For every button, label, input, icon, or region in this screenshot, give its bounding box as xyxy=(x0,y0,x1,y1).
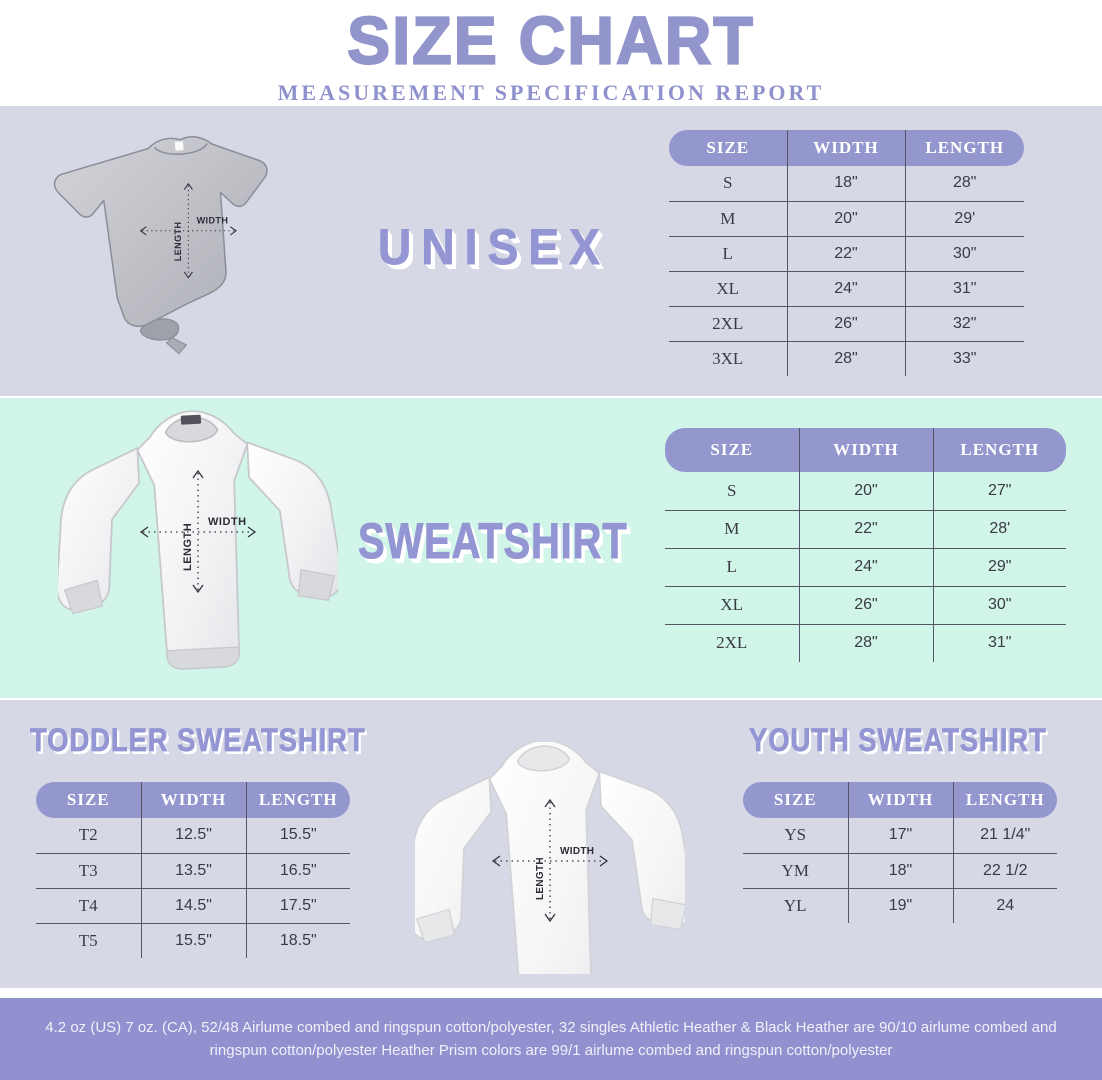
svg-text:LENGTH: LENGTH xyxy=(173,222,183,262)
svg-text:LENGTH: LENGTH xyxy=(182,523,194,571)
svg-text:WIDTH: WIDTH xyxy=(197,215,229,225)
svg-text:WIDTH: WIDTH xyxy=(560,846,594,857)
svg-text:LENGTH: LENGTH xyxy=(535,857,546,900)
svg-text:WIDTH: WIDTH xyxy=(208,516,247,528)
